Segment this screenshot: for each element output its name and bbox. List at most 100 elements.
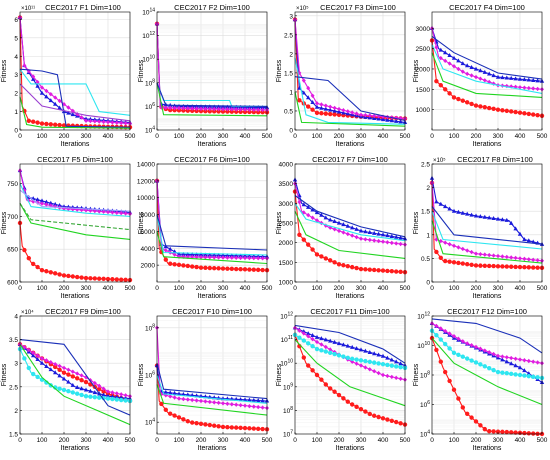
series-marker — [220, 104, 226, 109]
series-marker — [443, 240, 448, 245]
series-marker — [310, 93, 315, 98]
series-marker — [314, 346, 320, 352]
series-marker — [114, 210, 119, 215]
series-marker — [332, 108, 337, 113]
series-marker — [97, 383, 102, 389]
y-tick-label: 4000 — [279, 162, 294, 169]
series-marker — [22, 185, 27, 190]
x-tick-label: 200 — [196, 133, 207, 140]
series-marker — [323, 349, 328, 354]
series-marker — [106, 209, 110, 215]
y-tick-label: 3.5 — [9, 337, 18, 344]
series-marker — [460, 339, 465, 344]
x-tick-label: 200 — [59, 285, 70, 292]
series-marker — [332, 351, 337, 357]
series-marker — [212, 400, 217, 405]
series-line-cyan — [431, 211, 543, 250]
series-marker — [57, 367, 62, 373]
y-tick-label: 1011 — [281, 335, 294, 344]
series-line-darkblue — [156, 363, 268, 400]
series-marker — [394, 375, 399, 381]
y-tick-label: 1012 — [417, 312, 430, 321]
series-marker — [495, 264, 501, 269]
x-tick-label: 0 — [430, 285, 434, 292]
y-tick-label: 2 — [426, 185, 430, 192]
series-marker — [53, 271, 58, 276]
series-marker — [198, 252, 204, 257]
series-marker — [456, 336, 461, 341]
series-marker — [163, 105, 168, 110]
series-marker — [372, 113, 377, 119]
series-marker — [26, 347, 31, 353]
series-marker — [203, 106, 208, 112]
series-marker — [487, 263, 492, 269]
series-marker — [447, 346, 452, 351]
series-marker — [478, 104, 483, 109]
x-tick-label: 100 — [449, 285, 460, 292]
series-marker — [500, 75, 505, 80]
series-marker — [194, 106, 199, 111]
series-marker — [495, 107, 501, 112]
series-marker — [216, 266, 221, 271]
series-marker — [176, 415, 182, 420]
series-marker — [234, 266, 239, 272]
series-marker — [26, 365, 31, 371]
y-axis-label: Fitness — [1, 211, 8, 234]
series-marker — [301, 355, 306, 360]
y-tick-label: 109 — [283, 382, 293, 391]
series-marker — [31, 199, 36, 204]
series-marker — [389, 357, 394, 362]
series-marker — [70, 274, 76, 279]
x-tick-label: 400 — [515, 437, 526, 444]
series-line-darkblue — [19, 339, 131, 416]
series-marker — [229, 425, 235, 430]
series-marker — [328, 217, 333, 222]
y-tick-label: 6 — [14, 17, 18, 24]
series-marker — [53, 370, 58, 375]
series-marker — [203, 255, 208, 260]
series-marker — [181, 263, 186, 268]
series-marker — [79, 386, 84, 391]
series-marker — [48, 367, 53, 372]
series-marker — [398, 361, 403, 366]
series-line-darkblue — [431, 206, 543, 245]
series-marker — [256, 256, 261, 261]
series-marker — [251, 267, 257, 272]
series-marker — [491, 367, 496, 373]
series-marker — [465, 341, 470, 346]
series-marker — [83, 387, 89, 392]
series-marker — [57, 105, 62, 110]
series-marker — [35, 357, 40, 362]
series-marker — [39, 198, 45, 203]
y-tick-label: 108 — [145, 78, 155, 87]
axes-frame — [294, 315, 406, 435]
series-marker — [194, 104, 199, 109]
series-marker — [385, 362, 390, 368]
series-marker — [44, 202, 49, 207]
x-axis-label: Iterations — [198, 445, 227, 452]
series-marker — [367, 230, 372, 235]
series-marker — [504, 108, 509, 114]
series-marker — [319, 102, 324, 107]
series-marker — [341, 263, 346, 268]
series-marker — [323, 111, 328, 116]
series-marker — [341, 222, 346, 227]
series-marker — [216, 424, 221, 429]
series-marker — [229, 255, 234, 260]
series-marker — [207, 106, 212, 112]
series-marker — [260, 107, 265, 113]
series-marker — [443, 341, 448, 347]
series-marker — [394, 115, 399, 121]
series-marker — [380, 416, 386, 421]
series-marker — [372, 238, 377, 243]
x-tick-label: 400 — [103, 285, 114, 292]
x-tick-label: 100 — [174, 133, 185, 140]
series-marker — [504, 355, 509, 360]
series-marker — [306, 341, 311, 346]
series-marker — [212, 106, 217, 112]
x-tick-label: 0 — [155, 133, 159, 140]
series-marker — [336, 220, 342, 225]
series-marker — [328, 107, 333, 112]
series-line-violet — [19, 189, 131, 212]
series-marker — [491, 351, 496, 357]
